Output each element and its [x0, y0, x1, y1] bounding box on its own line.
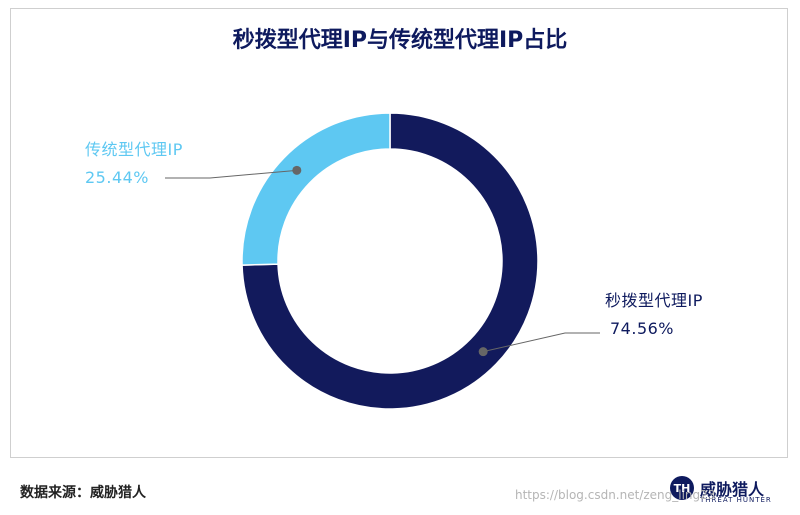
logo-text: 威胁猎人	[700, 480, 765, 499]
data-source-note: 数据来源：威胁猎人	[20, 485, 146, 501]
logo-badge-icon: TH	[670, 476, 694, 500]
chart-title: 秒拨型代理IP与传统型代理IP占比	[232, 28, 568, 53]
dial-up-leader-line	[483, 332, 600, 353]
slice-label-traditional: 传统型代理IP	[85, 140, 183, 159]
slice-label-dial-up: 秒拨型代理IP	[605, 291, 703, 310]
watermark: https://blog.csdn.net/zeng_ling23	[515, 488, 716, 502]
slice-value-dial-up: 74.56%	[610, 319, 675, 338]
traditional-leader-dot	[292, 165, 302, 175]
donut-slice-0	[241, 112, 539, 410]
chart-frame	[10, 8, 788, 458]
dial-up-leader-dot	[478, 347, 488, 357]
threat-hunter-logo: TH 威胁猎人 THREAT HUNTER	[670, 474, 771, 504]
traditional-leader-line	[165, 169, 297, 179]
donut-slice-1	[241, 112, 391, 266]
logo-subtext: THREAT HUNTER	[700, 496, 772, 504]
slice-value-traditional: 25.44%	[85, 168, 150, 187]
